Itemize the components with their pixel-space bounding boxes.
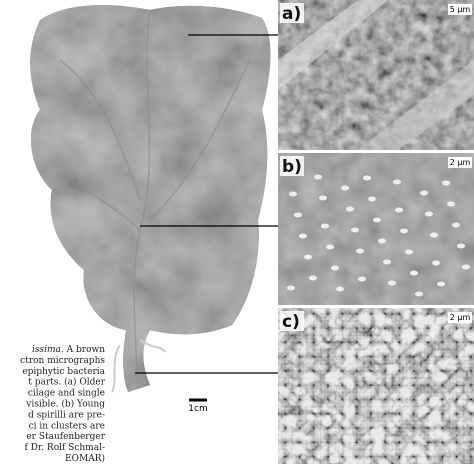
- caption-text: er Staufenberger: [26, 432, 105, 442]
- bacterium: [388, 280, 396, 286]
- bacterium: [462, 264, 470, 270]
- scale-box: [448, 312, 472, 323]
- bacterium: [331, 265, 339, 271]
- caption-line: cilage and single: [28, 389, 105, 399]
- caption-line: t parts. (a) Older: [28, 377, 105, 388]
- bacterium: [319, 195, 327, 201]
- panel-label-bg: [280, 156, 304, 176]
- caption-text: epiphytic bacteria: [22, 367, 105, 377]
- bacterium: [437, 281, 445, 287]
- caption-text: ci in clusters are: [29, 421, 105, 431]
- alga-photo: [30, 5, 271, 393]
- micrograph-texture: [278, 308, 474, 464]
- micrograph: b) 2 µm: [278, 153, 474, 305]
- caption-text: EOMAR): [65, 453, 105, 464]
- scale-box: [448, 157, 472, 168]
- caption-text: issima: [32, 345, 61, 355]
- caption-line: issima. A brown: [32, 345, 105, 355]
- bacterium: [430, 232, 438, 238]
- panel-label: a): [282, 4, 301, 24]
- cell-wall: [278, 0, 388, 90]
- bacterium: [410, 270, 418, 276]
- caption-line: d spirilli are pre-: [28, 410, 105, 420]
- bacterium: [400, 228, 408, 234]
- caption-text: . A brown: [61, 345, 105, 355]
- micrograph-texture: [278, 153, 474, 305]
- bacterium: [452, 222, 460, 228]
- panel-label-bg: [280, 3, 304, 23]
- caption-text: cilage and single: [28, 389, 105, 399]
- caption-line: er Staufenberger: [26, 432, 105, 442]
- bacterium: [304, 254, 312, 260]
- bacterium: [442, 180, 450, 186]
- cell-wall: [358, 60, 474, 150]
- bacterium: [378, 238, 386, 244]
- bacterium: [287, 285, 295, 291]
- bacterium: [336, 286, 344, 292]
- caption-text: visible. (b) Young: [25, 399, 105, 410]
- micrograph: c) 2 µm: [278, 308, 474, 464]
- bacterium: [299, 233, 307, 239]
- bacterium: [383, 259, 391, 265]
- bacterium: [314, 174, 322, 180]
- bacterium: [346, 206, 354, 212]
- bacterium: [373, 217, 381, 223]
- bacterium: [393, 179, 401, 185]
- scale-label: 2 µm: [450, 313, 471, 322]
- caption-line: EOMAR): [65, 453, 105, 464]
- caption-line: ctron micrographs: [20, 356, 105, 366]
- caption-text: d spirilli are pre-: [28, 410, 105, 420]
- bacterium: [309, 275, 317, 281]
- bacterium: [363, 175, 371, 181]
- scale-box: [448, 4, 472, 15]
- bacterium: [368, 196, 376, 202]
- scale-label: 1cm: [188, 404, 207, 414]
- micrograph: a) 5 µm: [278, 0, 474, 150]
- micrograph-texture: [278, 0, 474, 150]
- caption-line: visible. (b) Young: [25, 399, 105, 410]
- bacterium: [405, 249, 413, 255]
- bacterium: [415, 291, 423, 297]
- scale-label: 2 µm: [450, 158, 471, 167]
- bacterium: [395, 207, 403, 213]
- bacterium: [321, 223, 329, 229]
- bacterium: [326, 244, 334, 250]
- bacterium: [341, 185, 349, 191]
- bacterium: [294, 212, 302, 218]
- bacterium: [457, 243, 465, 249]
- panel-label: b): [282, 157, 302, 177]
- caption-line: f Dr. Rolf Schmal-: [24, 443, 105, 453]
- caption-text: ctron micrographs: [20, 356, 105, 366]
- scale-label: 5 µm: [450, 5, 471, 14]
- bacterium: [447, 201, 455, 207]
- caption-text: t parts. (a) Older: [28, 377, 105, 388]
- bacterium: [289, 191, 297, 197]
- caption-line: epiphytic bacteria: [22, 367, 105, 377]
- bacterium: [432, 260, 440, 266]
- panel-label: c): [282, 312, 300, 332]
- bacterium: [356, 248, 364, 254]
- caption-text: f Dr. Rolf Schmal-: [24, 443, 105, 453]
- panel-label-bg: [280, 311, 304, 331]
- bacterium: [358, 276, 366, 282]
- caption-line: ci in clusters are: [29, 421, 105, 431]
- bacterium: [425, 211, 433, 217]
- bacterium: [420, 190, 428, 196]
- bacterium: [351, 227, 359, 233]
